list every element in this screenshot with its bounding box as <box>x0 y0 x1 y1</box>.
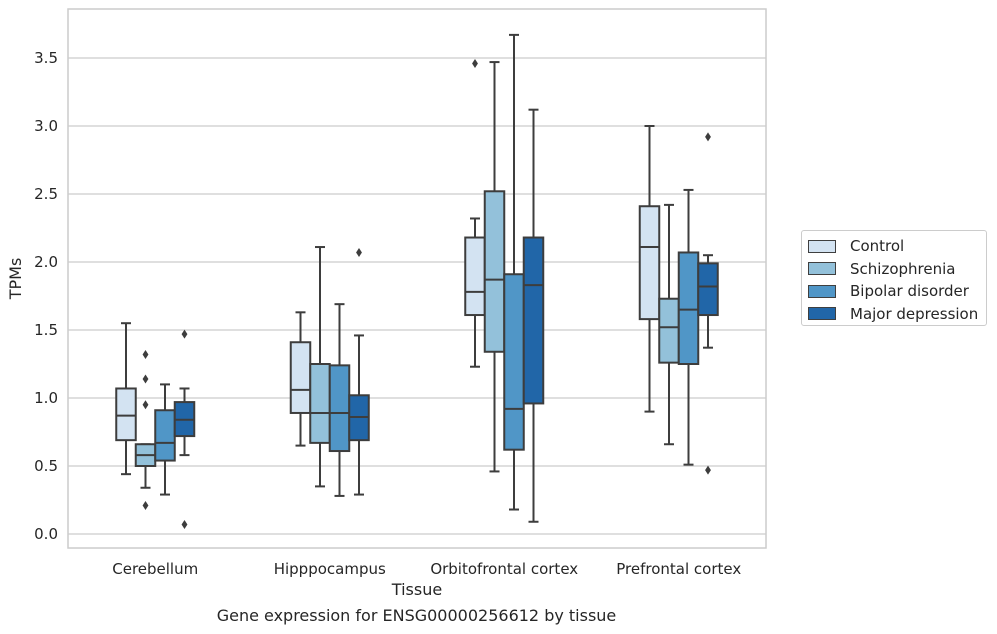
plot-frame <box>67 8 767 549</box>
legend-swatch-control <box>808 239 836 253</box>
outlier-cerebellum-major-depression <box>181 329 188 339</box>
legend-label-schizophrenia: Schizophrenia <box>850 259 956 278</box>
x-axis-title: Tissue <box>391 580 442 599</box>
y-tick-label: 2.5 <box>34 185 58 203</box>
y-tick-label: 0.5 <box>34 457 58 475</box>
outlier-cerebellum-schizophrenia <box>142 374 149 384</box>
legend-swatch-bipolar-disorder <box>808 284 836 298</box>
outlier-cerebellum-major-depression <box>181 519 188 529</box>
legend-swatch-major-depression <box>808 307 836 321</box>
outlier-cerebellum-schizophrenia <box>142 349 149 359</box>
box-prefrontal-cortex-control <box>638 205 661 321</box>
figure-caption: Gene expression for ENSG00000256612 by t… <box>216 606 617 625</box>
y-tick-label: 1.0 <box>34 389 58 407</box>
outlier-cerebellum-schizophrenia <box>142 400 149 410</box>
outlier-cerebellum-schizophrenia <box>142 500 149 510</box>
legend: Control Schizophrenia Bipolar disorder M… <box>801 230 987 326</box>
y-axis-title: TPMs <box>6 258 25 301</box>
box-cerebellum-bipolar-disorder <box>154 409 176 462</box>
x-tick-label-prefrontal-cortex: Prefrontal cortex <box>616 560 741 578</box>
box-orbitofrontal-cortex-schizophrenia <box>483 190 506 353</box>
box-cerebellum-control <box>115 387 137 442</box>
x-tick-label-hipppocampus: Hipppocampus <box>274 560 386 578</box>
box-prefrontal-cortex-major-depression <box>697 262 719 317</box>
legend-item-control: Control <box>808 235 980 258</box>
y-tick-label: 0.0 <box>34 525 58 543</box>
y-tick-label: 3.5 <box>34 49 58 67</box>
box-prefrontal-cortex-schizophrenia <box>658 297 680 364</box>
legend-item-bipolar-disorder: Bipolar disorder <box>808 280 980 303</box>
outlier-prefrontal-cortex-major-depression <box>705 132 711 142</box>
box-hipppocampus-bipolar-disorder <box>328 364 351 453</box>
plot-area <box>68 9 766 548</box>
legend-swatch-schizophrenia <box>808 262 836 276</box>
box-hipppocampus-schizophrenia <box>309 363 331 444</box>
box-orbitofrontal-cortex-major-depression <box>522 236 545 405</box>
legend-item-schizophrenia: Schizophrenia <box>808 258 980 281</box>
outlier-hipppocampus-major-depression <box>356 247 362 257</box>
x-tick-label-orbitofrontal-cortex: Orbitofrontal cortex <box>430 560 578 578</box>
box-prefrontal-cortex-bipolar-disorder <box>677 251 700 365</box>
box-orbitofrontal-cortex-control <box>464 236 486 317</box>
y-tick-label: 1.5 <box>34 321 58 339</box>
legend-label-control: Control <box>850 237 905 256</box>
box-hipppocampus-control <box>289 341 312 414</box>
x-tick-label-cerebellum: Cerebellum <box>112 560 198 578</box>
legend-label-major-depression: Major depression <box>850 304 979 323</box>
y-tick-label: 2.0 <box>34 253 58 271</box>
outlier-orbitofrontal-cortex-control <box>472 58 478 68</box>
legend-label-bipolar-disorder: Bipolar disorder <box>850 282 969 301</box>
box-orbitofrontal-cortex-bipolar-disorder <box>503 273 525 451</box>
legend-item-major-depression: Major depression <box>808 303 980 326</box>
outlier-prefrontal-cortex-major-depression <box>705 465 711 475</box>
y-tick-label: 3.0 <box>34 117 58 135</box>
